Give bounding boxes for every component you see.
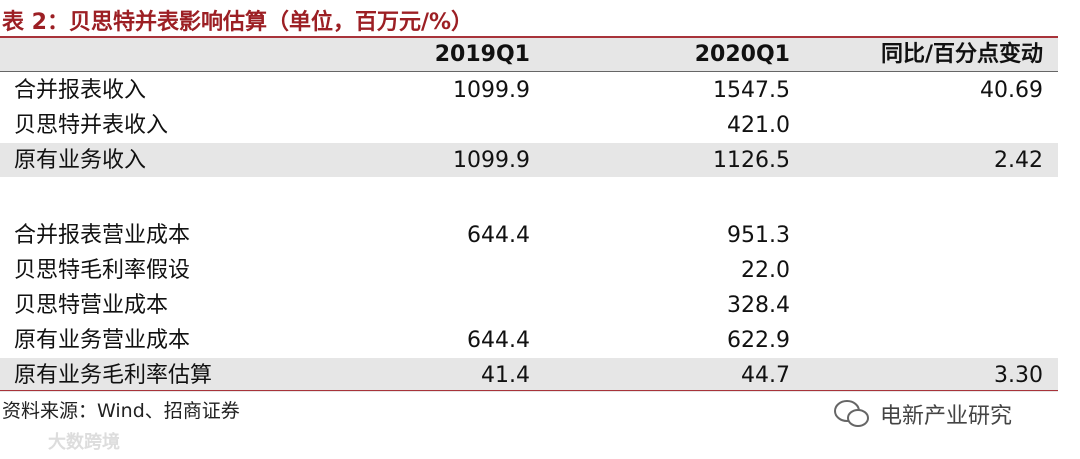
- cell-value: 44.7: [741, 363, 790, 388]
- row-label: 原有业务营业成本: [14, 328, 191, 353]
- cell-value: 328.4: [727, 293, 790, 318]
- cell-value: 421.0: [727, 113, 790, 138]
- cell-value: 22.0: [741, 258, 790, 283]
- top-rule: [0, 36, 1058, 38]
- row-label: 贝思特毛利率假设: [14, 258, 191, 283]
- cell-value: 3.30: [994, 363, 1043, 388]
- header-rule: [0, 71, 1058, 72]
- cell-value: 41.4: [481, 363, 530, 388]
- row-label: 原有业务收入: [14, 148, 147, 173]
- bottom-rule: [0, 390, 1058, 391]
- header-band: [0, 38, 1058, 71]
- row-band: [0, 358, 1058, 392]
- source: 资料来源：Wind、招商证券: [2, 400, 240, 422]
- column-header: 2019Q1: [434, 42, 530, 67]
- cell-value: 1126.5: [713, 148, 790, 173]
- row-label: 原有业务毛利率估算: [14, 363, 213, 388]
- watermark-2: 大数跨境: [48, 432, 120, 453]
- watermark: 电新产业研究: [880, 404, 1013, 429]
- cell-value: 622.9: [727, 328, 790, 353]
- row-label: 贝思特营业成本: [14, 293, 169, 318]
- cell-value: 644.4: [467, 328, 530, 353]
- cell-value: 40.69: [980, 78, 1043, 103]
- row-label: 贝思特并表收入: [14, 113, 169, 138]
- cell-value: 1547.5: [713, 78, 790, 103]
- cell-value: 644.4: [467, 223, 530, 248]
- table-title: 表 2：贝思特并表影响估算（单位，百万元/%）: [2, 10, 474, 35]
- row-band: [0, 143, 1058, 177]
- cell-value: 1099.9: [453, 78, 530, 103]
- column-header: 2020Q1: [694, 42, 790, 67]
- cell-value: 1099.9: [453, 148, 530, 173]
- cell-value: 2.42: [994, 148, 1043, 173]
- row-label: 合并报表收入: [14, 78, 147, 103]
- row-label: 合并报表营业成本: [14, 223, 191, 248]
- wechat-icon: [834, 400, 869, 427]
- column-header: 同比/百分点变动: [880, 42, 1043, 67]
- cell-value: 951.3: [727, 223, 790, 248]
